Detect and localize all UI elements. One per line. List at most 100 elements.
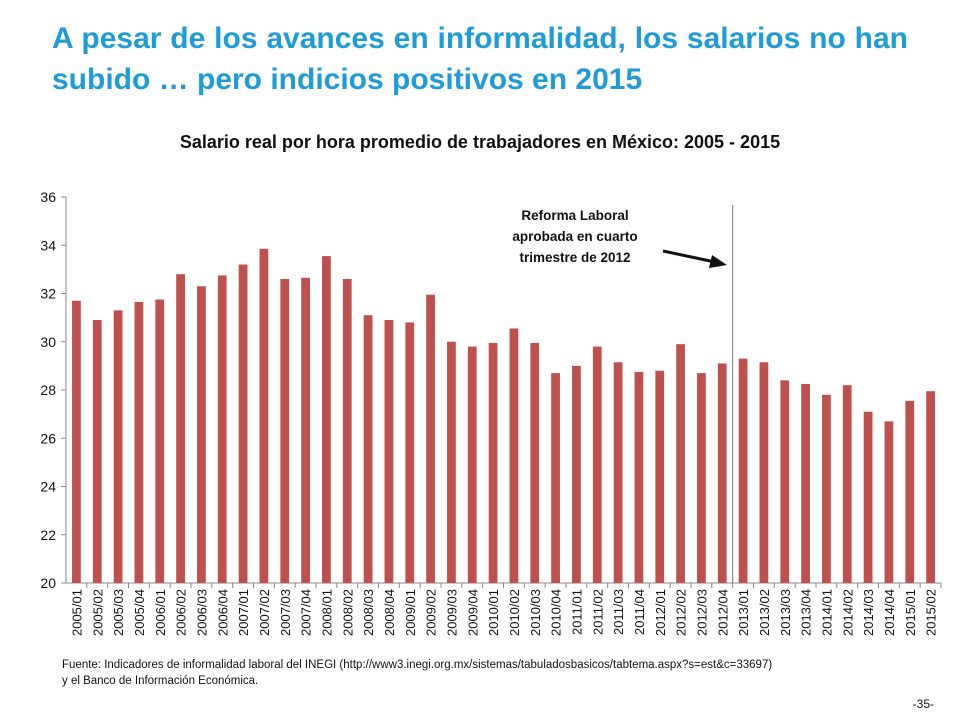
bar — [322, 256, 331, 583]
bar — [72, 300, 81, 583]
bar — [301, 277, 310, 583]
bar — [155, 299, 165, 583]
x-tick-label: 2014/02 — [840, 589, 855, 636]
bar — [176, 274, 185, 583]
bar — [467, 346, 477, 583]
x-tick-label: 2011/01 — [569, 589, 584, 635]
bar — [822, 394, 831, 583]
x-tick-label: 2007/01 — [236, 589, 251, 636]
bar — [113, 310, 123, 583]
bar — [592, 346, 602, 583]
annotation-arrow — [662, 249, 716, 264]
y-tick-label: 36 — [40, 189, 56, 205]
bar-series — [72, 248, 935, 583]
x-tick-label: 2014/04 — [882, 589, 897, 636]
x-tick-label: 2010/03 — [528, 589, 543, 636]
bar — [801, 383, 810, 583]
bar — [447, 341, 456, 583]
bar — [613, 362, 623, 583]
y-tick-label: 34 — [40, 237, 56, 253]
x-tick-label: 2015/02 — [924, 589, 939, 636]
x-tick-label: 2013/03 — [778, 589, 793, 636]
bar — [842, 385, 852, 583]
bar — [426, 294, 435, 583]
x-axis: 2005/01 2005/02 2005/03 2005/04 2006/01 2006/… — [66, 582, 942, 636]
x-tick-label: 2013/02 — [757, 589, 772, 636]
reform-reference — [662, 205, 734, 583]
x-tick-label: 2009/01 — [403, 589, 418, 636]
x-tick-label: 2005/01 — [69, 589, 84, 636]
bar — [884, 421, 894, 583]
bar — [926, 391, 935, 583]
bar — [197, 286, 206, 583]
x-tick-label: 2008/01 — [319, 589, 334, 636]
x-tick-label: 2009/04 — [465, 589, 480, 636]
bar — [238, 264, 248, 583]
x-tick-label: 2010/02 — [507, 589, 522, 636]
x-tick-label: 2007/03 — [278, 589, 293, 636]
x-tick-label: 2013/01 — [736, 589, 751, 636]
bar — [863, 411, 873, 583]
annotation-arrowhead — [709, 255, 727, 268]
bar — [363, 315, 373, 583]
y-tick-label: 22 — [40, 527, 56, 543]
chart-title: Salario real por hora promedio de trabaj… — [179, 132, 781, 152]
reform-annotation: Reforma Laboral aprobada en cuarto trime… — [490, 205, 660, 268]
x-tick-label: 2009/02 — [424, 589, 439, 636]
x-tick-label: 2012/01 — [653, 589, 668, 636]
x-tick-label: 2006/04 — [215, 589, 230, 636]
x-tick-label: 2010/04 — [549, 589, 564, 636]
x-tick-label: 2011/03 — [611, 589, 626, 635]
x-tick-label: 2005/04 — [132, 589, 147, 636]
annotation-line-2: aprobada en cuarto — [512, 229, 638, 244]
bar — [342, 279, 352, 583]
bar — [384, 320, 394, 583]
x-tick-label: 2011/02 — [590, 589, 605, 635]
bar — [717, 363, 727, 583]
x-tick-label: 2008/03 — [361, 589, 376, 636]
bar — [92, 320, 102, 583]
page-number: -35- — [912, 697, 934, 711]
x-tick-label: 2013/04 — [799, 589, 814, 636]
x-tick-label: 2006/01 — [153, 589, 168, 636]
source-note: Fuente: Indicadores de informalidad labo… — [62, 657, 922, 689]
y-tick-label: 24 — [40, 479, 56, 495]
x-tick-label: 2007/02 — [257, 589, 272, 636]
y-tick-label: 32 — [40, 286, 56, 302]
y-tick-label: 20 — [40, 575, 56, 591]
x-tick-label: 2006/03 — [194, 589, 209, 636]
slide-title: A pesar de los avances en informalidad, … — [52, 22, 908, 96]
x-tick-label: 2007/04 — [299, 589, 314, 636]
bar — [572, 365, 581, 583]
x-tick-label: 2005/03 — [111, 589, 126, 636]
x-tick-label: 2014/01 — [819, 589, 834, 636]
x-tick-label: 2010/01 — [486, 589, 501, 636]
x-tick-label: 2005/02 — [90, 589, 105, 636]
bar — [905, 400, 915, 583]
bar — [676, 344, 685, 583]
bar — [405, 322, 415, 583]
x-tick-label: 2006/02 — [174, 589, 189, 636]
x-tick-label: 2012/03 — [694, 589, 709, 636]
bar — [259, 248, 269, 583]
x-tick-label: 2012/04 — [715, 589, 730, 636]
y-tick-label: 26 — [40, 430, 56, 446]
bar — [509, 328, 519, 583]
bar — [530, 342, 540, 583]
annotation-line-1: Reforma Laboral — [521, 208, 629, 223]
bar — [780, 380, 790, 583]
bar — [488, 342, 498, 583]
bar — [280, 279, 290, 583]
bar — [759, 362, 769, 583]
y-axis: 20 22 24 26 28 30 32 34 36 — [40, 189, 67, 591]
bar — [697, 373, 706, 583]
x-tick-label: 2012/02 — [674, 589, 689, 636]
bar — [217, 275, 227, 583]
bar — [655, 370, 665, 583]
x-tick-label: 2015/01 — [903, 589, 918, 636]
y-tick-label: 30 — [40, 334, 56, 350]
x-tick-label: 2009/03 — [444, 589, 459, 636]
x-tick-label: 2011/04 — [632, 589, 647, 635]
bar — [551, 373, 560, 583]
